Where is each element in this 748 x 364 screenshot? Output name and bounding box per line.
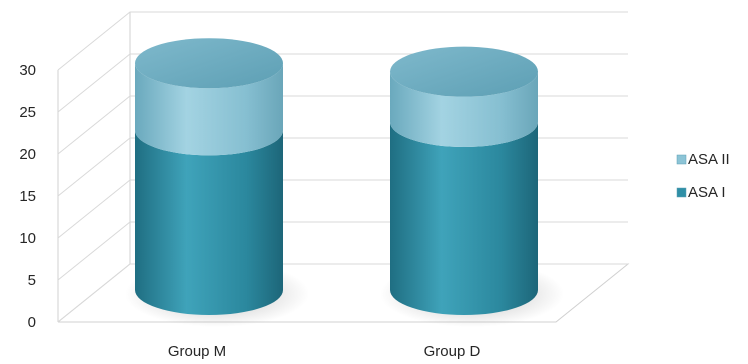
x-category-label: Group M [168, 343, 226, 360]
y-tick-label: 0 [28, 314, 36, 331]
legend-label: ASA I [688, 184, 726, 201]
x-axis-labels: Group M Group D [168, 343, 481, 360]
bar-group [380, 46, 564, 327]
y-tick-label: 5 [28, 272, 36, 289]
y-tick-label: 20 [19, 146, 36, 163]
y-tick-label: 10 [19, 230, 36, 247]
bar-segment [390, 71, 538, 147]
y-axis-ticks: 0 5 10 15 20 25 30 [19, 62, 36, 331]
bar-segment [390, 122, 538, 315]
bar-top [390, 46, 538, 97]
y-tick-label: 15 [19, 188, 36, 205]
bar-segment [135, 63, 283, 156]
legend: ASA II ASA I [676, 151, 730, 201]
x-category-label: Group D [424, 343, 481, 360]
bar-group [125, 38, 309, 327]
legend-swatch [676, 154, 687, 165]
bar-segment [135, 130, 283, 315]
legend-label: ASA II [688, 151, 730, 168]
bar-top [135, 38, 283, 89]
bars [125, 38, 564, 327]
gridline [57, 11, 628, 71]
y-tick-label: 25 [19, 104, 36, 121]
legend-swatch [676, 187, 687, 198]
y-tick-label: 30 [19, 62, 36, 79]
